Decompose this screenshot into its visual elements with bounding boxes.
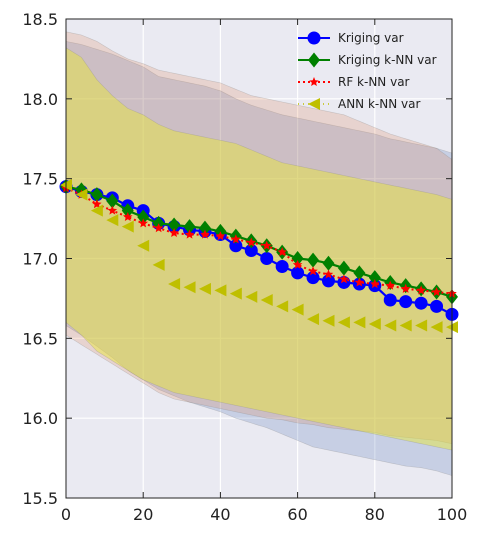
data-point <box>399 295 413 309</box>
data-point <box>184 229 195 239</box>
data-point <box>353 265 366 281</box>
data-point <box>137 209 150 225</box>
data-point <box>229 287 242 300</box>
x-tick-label: 0 <box>61 505 71 524</box>
data-point <box>337 316 350 329</box>
data-point <box>121 203 134 219</box>
data-point <box>323 269 334 279</box>
data-point <box>370 279 380 289</box>
data-point <box>121 220 134 233</box>
data-point <box>106 193 119 209</box>
data-point <box>430 321 443 334</box>
data-point <box>90 187 103 203</box>
series <box>60 179 458 305</box>
data-point <box>183 219 196 235</box>
x-tick-label: 60 <box>287 505 307 524</box>
data-point <box>322 314 335 327</box>
data-point <box>123 212 133 221</box>
legend-item: Kriging var <box>298 31 404 45</box>
data-point <box>307 31 321 45</box>
grid-lines <box>65 18 453 499</box>
data-point <box>308 98 320 110</box>
data-point <box>307 252 320 268</box>
data-point <box>368 317 381 330</box>
data-point <box>368 270 381 286</box>
data-point <box>414 296 428 310</box>
data-point <box>337 260 350 276</box>
legend-item: RF k-NN var <box>298 75 410 89</box>
data-point <box>354 277 365 287</box>
data-point <box>138 218 148 228</box>
data-point <box>106 214 119 227</box>
legend-label: Kriging var <box>338 31 404 45</box>
legend: Kriging var Kriging k-NN var RF k-NN var AN… <box>298 31 437 111</box>
data-point <box>308 52 320 68</box>
data-point <box>400 283 411 293</box>
data-point <box>153 223 164 233</box>
data-point <box>169 228 179 237</box>
data-point <box>307 313 320 326</box>
y-tick-label: 17.5 <box>22 170 58 189</box>
x-tick-label: 80 <box>365 505 385 524</box>
y-tick-label: 18.5 <box>22 10 58 29</box>
axes: 0 20 40 60 80 100 15.5 16.0 16.5 17.0 17.5 18.0 18.5 <box>22 10 467 524</box>
data-point <box>384 319 397 332</box>
data-point <box>322 255 335 271</box>
data-point <box>399 319 412 332</box>
data-point <box>308 266 318 276</box>
legend-label: Kriging k-NN var <box>338 53 437 67</box>
data-point <box>75 188 88 201</box>
y-tick-label: 15.5 <box>22 489 58 508</box>
data-point <box>277 247 287 257</box>
y-tick-label: 17.0 <box>22 250 58 269</box>
legend-label: ANN k-NN var <box>338 97 420 111</box>
data-point <box>415 319 428 332</box>
data-point <box>291 266 305 280</box>
data-point <box>276 300 289 313</box>
data-point <box>198 282 211 295</box>
y-tick-label: 18.0 <box>22 90 58 109</box>
data-point <box>383 293 397 307</box>
x-tick-label: 100 <box>437 505 468 524</box>
data-point <box>183 281 196 294</box>
data-point <box>168 217 181 233</box>
data-point <box>353 316 366 329</box>
data-point <box>291 251 304 266</box>
data-point <box>431 287 442 297</box>
x-tick-label: 20 <box>133 505 153 524</box>
data-point <box>292 259 303 269</box>
data-point <box>385 280 395 290</box>
x-tick-label: 40 <box>210 505 230 524</box>
data-point <box>416 285 426 295</box>
data-point <box>309 77 319 86</box>
data-point <box>200 229 210 239</box>
data-point <box>107 205 118 215</box>
data-point <box>275 259 289 273</box>
data-point <box>198 220 211 236</box>
data-point <box>430 299 444 313</box>
data-point <box>168 278 181 291</box>
legend-label: RF k-NN var <box>338 75 410 89</box>
y-tick-label: 16.5 <box>22 329 58 348</box>
data-point <box>246 237 256 247</box>
legend-item: ANN k-NN var <box>298 97 420 111</box>
data-point <box>215 231 226 241</box>
data-point <box>260 294 273 307</box>
data-point <box>245 290 258 303</box>
legend-item: Kriging k-NN var <box>298 52 437 68</box>
data-point <box>260 252 274 265</box>
data-point <box>231 234 241 244</box>
data-point <box>291 303 304 316</box>
data-point <box>90 204 103 217</box>
data-point <box>262 240 272 250</box>
confidence-bands <box>65 31 453 477</box>
series-group <box>59 179 459 334</box>
data-point <box>214 284 227 297</box>
data-point <box>92 199 102 209</box>
data-point <box>152 258 165 271</box>
y-tick-label: 16.0 <box>22 409 58 428</box>
data-point <box>137 239 150 252</box>
data-point <box>339 274 349 284</box>
